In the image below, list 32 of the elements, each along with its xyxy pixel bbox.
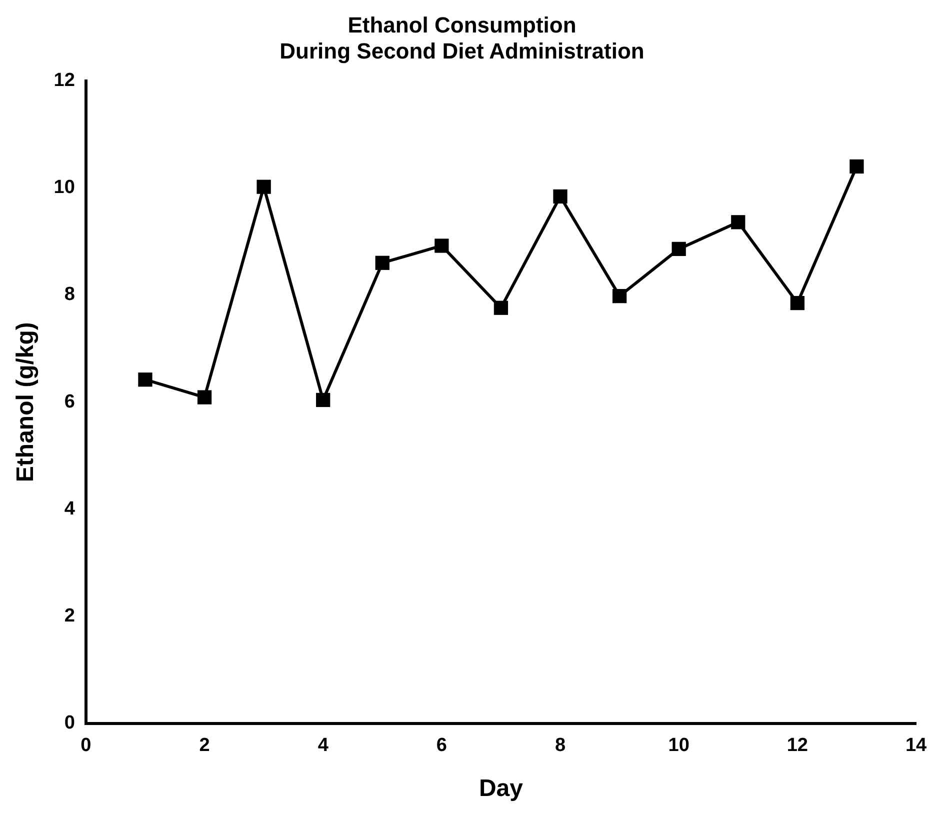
point xyxy=(375,256,390,270)
point xyxy=(197,390,212,404)
x-tick-label: 10 xyxy=(668,735,690,756)
point xyxy=(553,189,568,204)
point xyxy=(672,242,686,256)
x-tick-label: 12 xyxy=(786,735,808,756)
point xyxy=(790,296,804,310)
point xyxy=(138,372,152,387)
text: During Second Diet Administration xyxy=(280,38,644,64)
point xyxy=(434,238,449,253)
point xyxy=(850,159,864,174)
x-tick-label: 14 xyxy=(905,735,927,756)
y-tick-label: 0 xyxy=(64,712,75,734)
point xyxy=(612,289,627,304)
y-tick-label: 2 xyxy=(64,606,75,627)
y-tick-label: 6 xyxy=(64,391,75,412)
y-tick-label: 10 xyxy=(54,177,75,198)
x-axis-title: Day xyxy=(478,775,524,802)
x-tick-label: 8 xyxy=(554,735,566,756)
y-tick-label: 8 xyxy=(64,284,75,306)
x-tick-label: 6 xyxy=(436,735,447,756)
y-tick-label: 12 xyxy=(54,70,75,92)
x-tick-label: 4 xyxy=(318,735,329,756)
text: Ethanol Consumption xyxy=(348,12,576,38)
point xyxy=(731,215,746,230)
x-tick-label: 0 xyxy=(80,735,92,756)
y-axis-title: Ethanol (g/kg) xyxy=(12,322,40,482)
x-tick-label: 2 xyxy=(199,735,210,756)
point xyxy=(494,300,508,315)
point xyxy=(316,392,330,408)
y-tick-label: 4 xyxy=(64,498,76,520)
point xyxy=(256,180,271,194)
